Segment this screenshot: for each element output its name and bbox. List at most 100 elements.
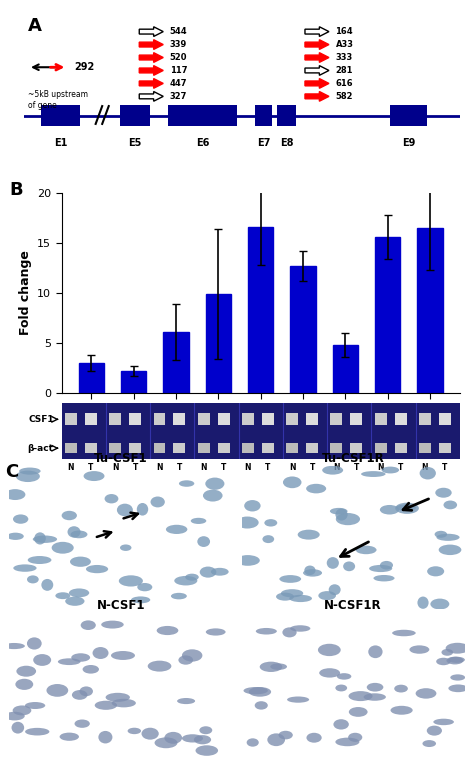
Bar bbox=[242, 413, 254, 426]
Text: E5: E5 bbox=[128, 138, 142, 148]
Bar bbox=[306, 443, 318, 453]
Ellipse shape bbox=[178, 655, 193, 665]
Ellipse shape bbox=[171, 593, 187, 599]
Ellipse shape bbox=[244, 687, 268, 695]
Ellipse shape bbox=[137, 503, 148, 516]
Ellipse shape bbox=[318, 644, 341, 656]
Ellipse shape bbox=[5, 489, 26, 500]
Ellipse shape bbox=[34, 532, 46, 544]
Text: E6: E6 bbox=[196, 138, 209, 148]
Ellipse shape bbox=[322, 466, 343, 475]
Text: E9: E9 bbox=[402, 138, 415, 148]
Ellipse shape bbox=[361, 471, 385, 477]
Ellipse shape bbox=[13, 705, 31, 715]
Ellipse shape bbox=[194, 735, 211, 744]
FancyArrow shape bbox=[139, 52, 163, 62]
Ellipse shape bbox=[450, 675, 465, 681]
Bar bbox=[154, 443, 165, 453]
Text: N: N bbox=[245, 463, 251, 472]
Ellipse shape bbox=[148, 661, 172, 672]
Ellipse shape bbox=[155, 737, 177, 748]
Ellipse shape bbox=[435, 530, 447, 538]
Ellipse shape bbox=[336, 738, 359, 746]
Ellipse shape bbox=[11, 722, 24, 733]
FancyArrow shape bbox=[139, 79, 163, 89]
Ellipse shape bbox=[396, 504, 416, 511]
Bar bbox=[129, 443, 141, 453]
Ellipse shape bbox=[279, 731, 293, 739]
Ellipse shape bbox=[13, 564, 36, 572]
Bar bbox=[350, 443, 362, 453]
Text: N: N bbox=[201, 463, 207, 472]
Ellipse shape bbox=[328, 584, 341, 595]
Bar bbox=[85, 413, 97, 426]
Ellipse shape bbox=[290, 625, 310, 631]
Bar bbox=[395, 443, 407, 453]
Bar bbox=[395, 413, 407, 426]
Ellipse shape bbox=[177, 698, 195, 704]
Bar bbox=[79, 363, 104, 393]
Ellipse shape bbox=[92, 647, 109, 659]
Ellipse shape bbox=[319, 591, 336, 600]
Ellipse shape bbox=[418, 597, 428, 609]
Text: E1: E1 bbox=[54, 138, 67, 148]
Bar bbox=[119, 106, 150, 126]
Ellipse shape bbox=[13, 514, 28, 524]
Ellipse shape bbox=[279, 575, 301, 583]
Text: 520: 520 bbox=[170, 53, 187, 62]
Ellipse shape bbox=[95, 701, 117, 710]
Ellipse shape bbox=[267, 733, 285, 746]
Bar bbox=[109, 413, 121, 426]
Ellipse shape bbox=[438, 544, 461, 555]
Ellipse shape bbox=[71, 653, 90, 662]
Ellipse shape bbox=[327, 557, 339, 569]
Ellipse shape bbox=[364, 693, 386, 701]
Text: A33: A33 bbox=[336, 40, 354, 49]
Ellipse shape bbox=[435, 488, 452, 498]
Ellipse shape bbox=[33, 536, 57, 543]
Ellipse shape bbox=[287, 696, 309, 702]
Ellipse shape bbox=[185, 574, 199, 581]
Text: A: A bbox=[28, 17, 42, 35]
Ellipse shape bbox=[106, 693, 130, 702]
Title: Tu-CSF1R: Tu-CSF1R bbox=[322, 453, 384, 465]
Ellipse shape bbox=[433, 719, 454, 726]
Bar bbox=[173, 443, 185, 453]
Bar bbox=[333, 345, 358, 393]
Ellipse shape bbox=[319, 668, 340, 678]
Bar bbox=[168, 106, 237, 126]
FancyArrow shape bbox=[305, 92, 329, 101]
Ellipse shape bbox=[7, 533, 24, 540]
Bar bbox=[163, 332, 189, 393]
Ellipse shape bbox=[81, 621, 96, 630]
Ellipse shape bbox=[205, 477, 224, 490]
Ellipse shape bbox=[19, 467, 41, 475]
Bar bbox=[218, 413, 229, 426]
Ellipse shape bbox=[255, 701, 268, 709]
Text: 327: 327 bbox=[170, 92, 187, 101]
Text: T: T bbox=[398, 463, 403, 472]
Text: T: T bbox=[442, 463, 447, 472]
Ellipse shape bbox=[382, 466, 399, 473]
Ellipse shape bbox=[83, 471, 104, 481]
Ellipse shape bbox=[211, 567, 228, 576]
Ellipse shape bbox=[197, 536, 210, 547]
Ellipse shape bbox=[117, 503, 133, 517]
Ellipse shape bbox=[82, 665, 99, 674]
Ellipse shape bbox=[62, 511, 77, 520]
Ellipse shape bbox=[17, 665, 36, 677]
Ellipse shape bbox=[343, 561, 355, 571]
Ellipse shape bbox=[111, 651, 135, 660]
Ellipse shape bbox=[101, 621, 124, 628]
Bar bbox=[306, 413, 318, 426]
Ellipse shape bbox=[174, 576, 197, 585]
Text: N: N bbox=[112, 463, 118, 472]
Bar bbox=[390, 106, 427, 126]
Text: CSF1: CSF1 bbox=[28, 415, 54, 424]
Text: 292: 292 bbox=[74, 62, 94, 72]
Ellipse shape bbox=[58, 658, 81, 665]
FancyArrow shape bbox=[305, 66, 329, 76]
Ellipse shape bbox=[166, 525, 187, 534]
Ellipse shape bbox=[119, 575, 143, 587]
Ellipse shape bbox=[16, 470, 40, 482]
